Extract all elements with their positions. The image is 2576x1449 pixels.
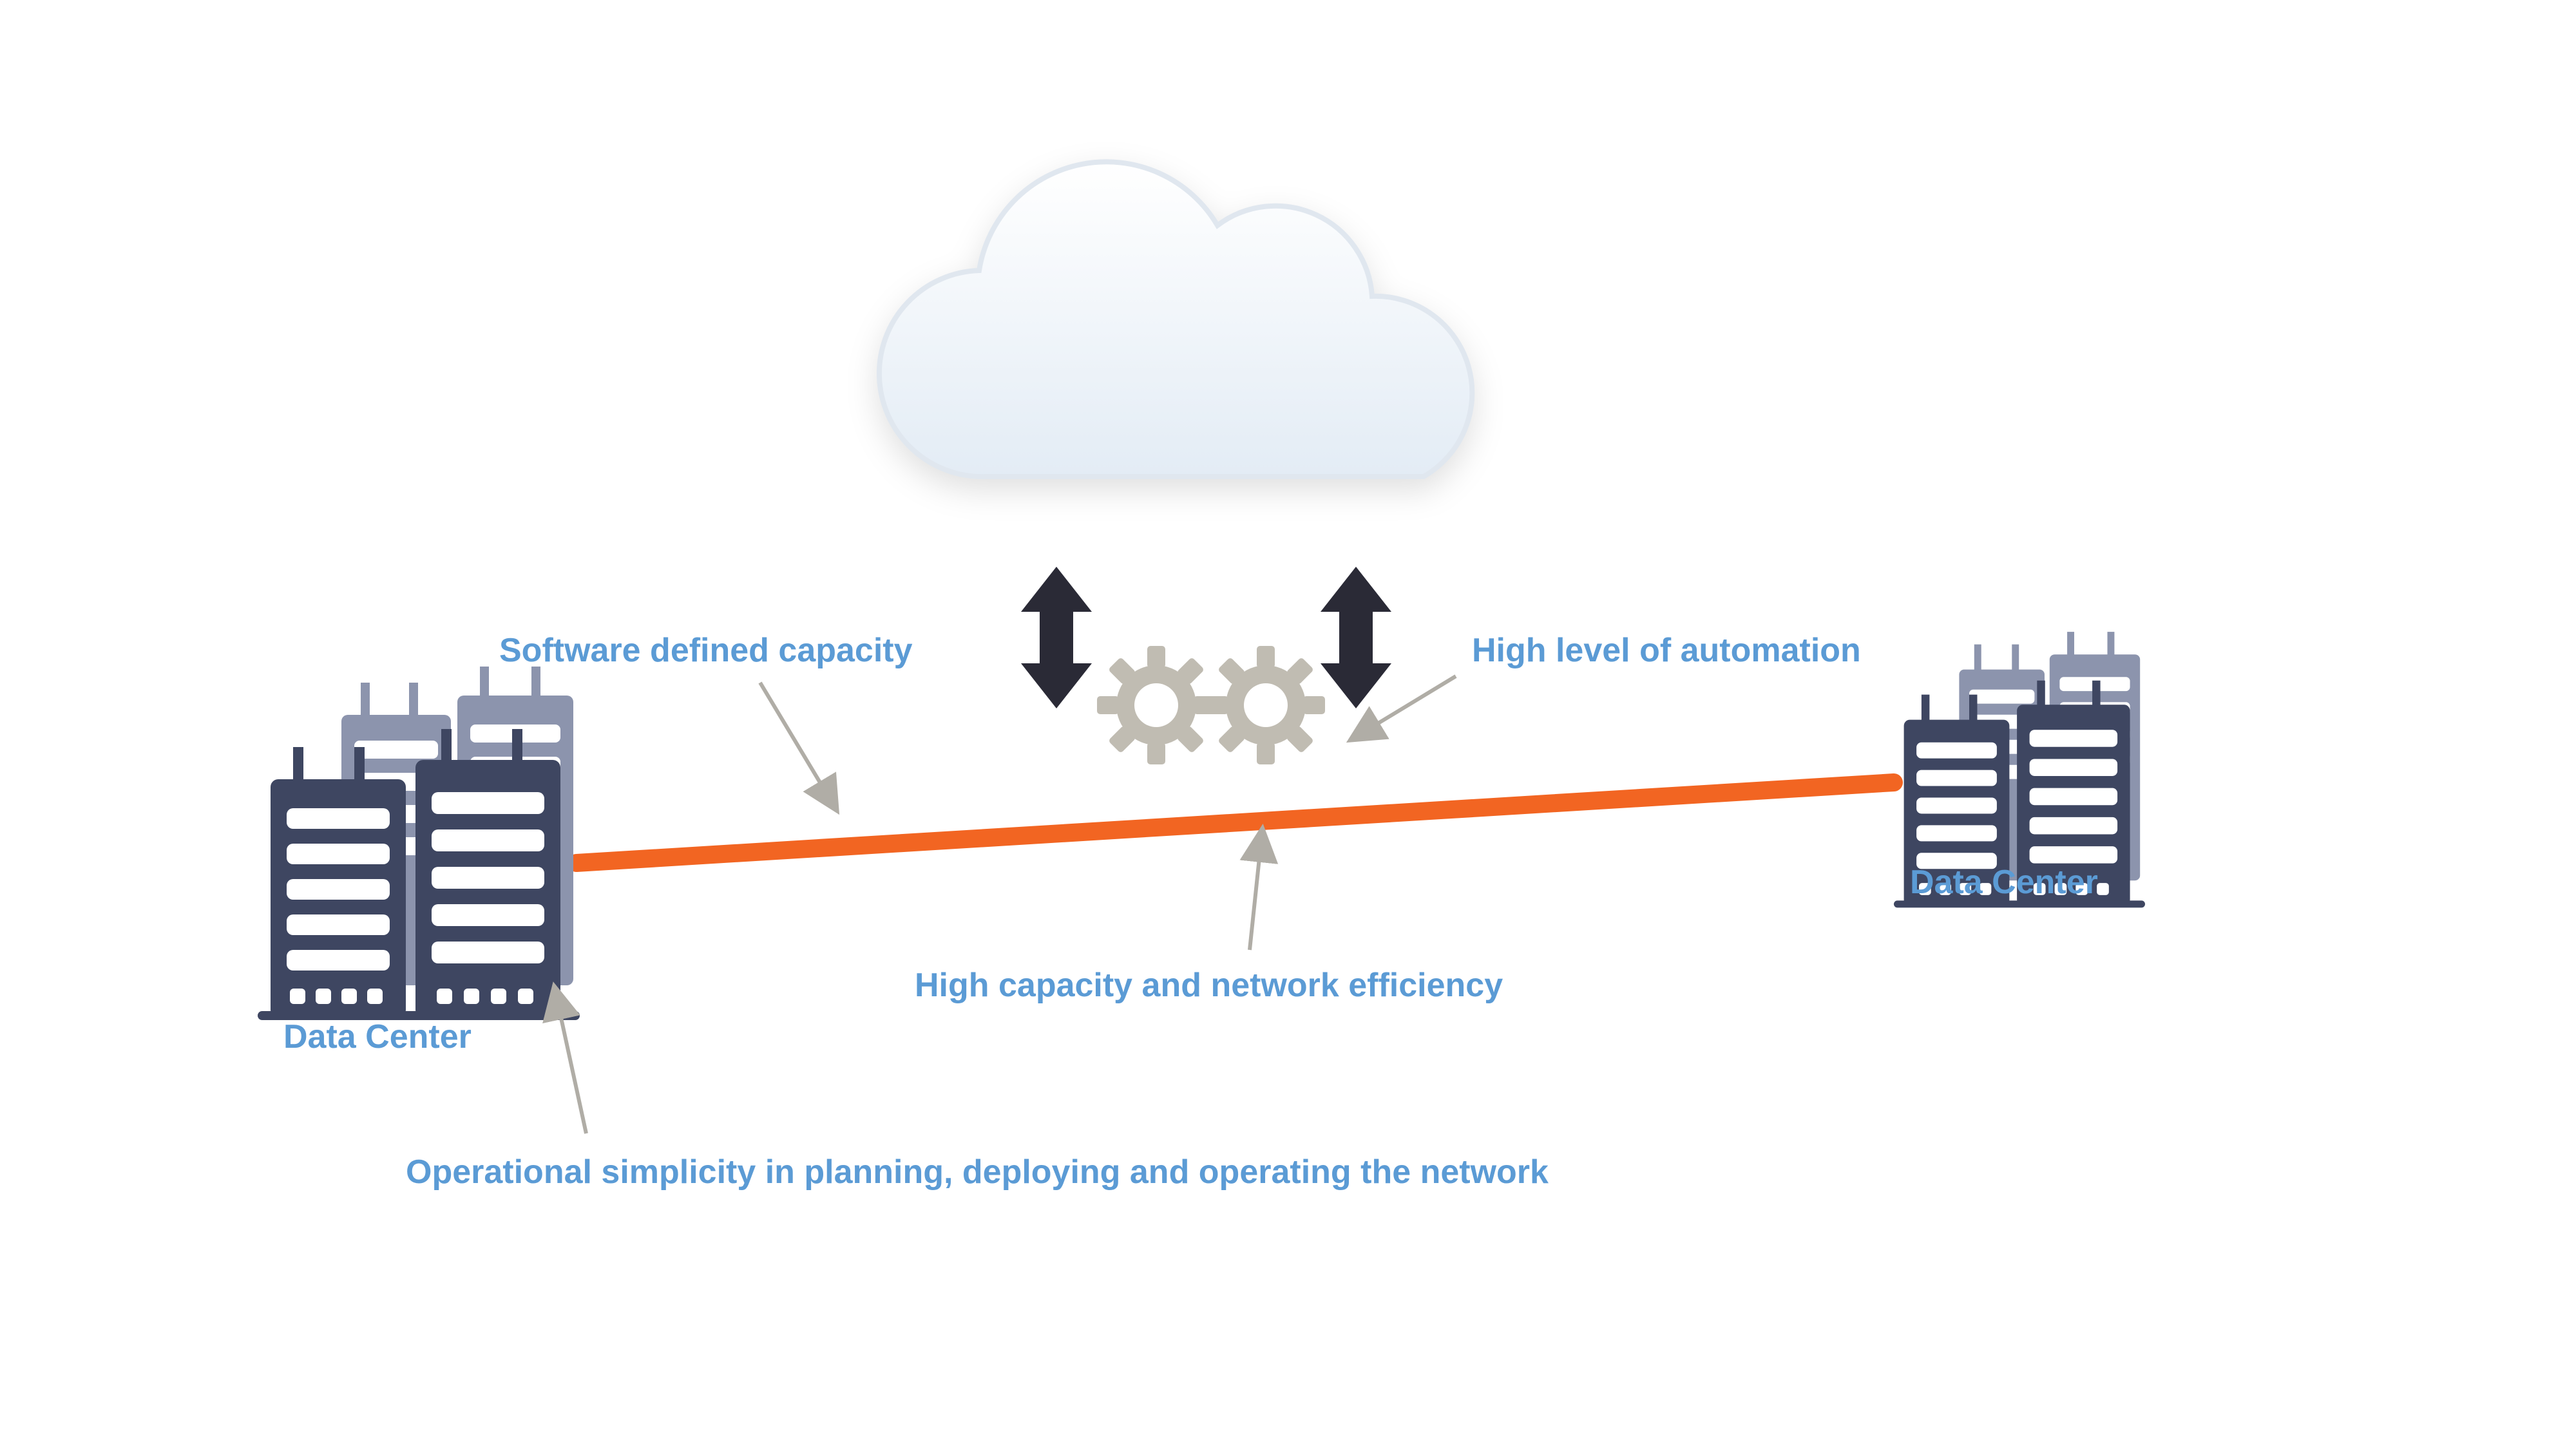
updown-arrow-left-icon <box>1021 567 1092 708</box>
updown-arrow-right-icon <box>1321 567 1391 708</box>
automation-label: High level of automation <box>1472 631 1861 670</box>
software-defined-label: Software defined capacity <box>499 631 913 670</box>
diagram-svg <box>0 0 2576 1449</box>
software-defined-arrow <box>760 683 837 811</box>
operational-arrow <box>554 985 586 1133</box>
network-connector-line <box>577 782 1894 863</box>
gears-icon <box>1073 621 1350 789</box>
cloud-icon <box>879 162 1472 477</box>
dc-left-label: Data Center <box>283 1018 472 1056</box>
datacenter-left-icon <box>258 667 580 1020</box>
capacity-label: High capacity and network efficiency <box>915 966 1503 1005</box>
dc-right-label: Data Center <box>1910 863 2098 902</box>
operational-label: Operational simplicity in planning, depl… <box>406 1153 1549 1191</box>
diagram-canvas: Software defined capacity High level of … <box>0 0 2576 1449</box>
capacity-arrow <box>1250 828 1263 950</box>
